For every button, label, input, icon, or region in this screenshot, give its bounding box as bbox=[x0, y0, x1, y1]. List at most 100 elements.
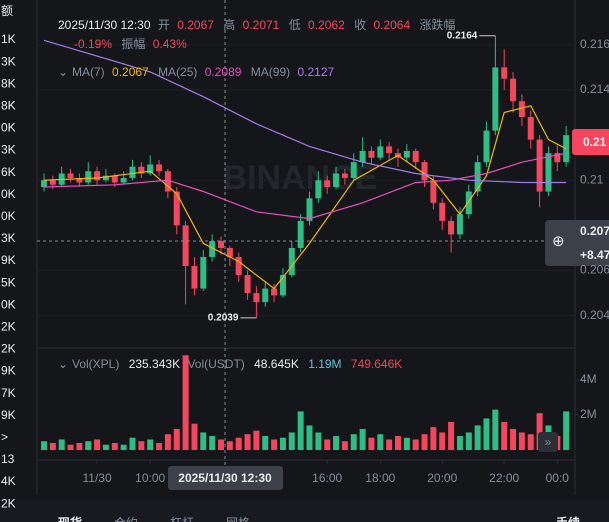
volume-bar bbox=[324, 439, 331, 450]
left-item: 0K bbox=[1, 209, 16, 223]
chevron[interactable]: ⌄ bbox=[58, 357, 68, 371]
bottom-right[interactable]: 手续 bbox=[556, 515, 580, 522]
tab[interactable]: 现货 bbox=[58, 515, 82, 522]
volume-bar bbox=[138, 441, 145, 450]
candle-body bbox=[164, 171, 171, 192]
volume-bar bbox=[164, 434, 171, 450]
volume-bar bbox=[209, 435, 216, 450]
volume-bar bbox=[421, 434, 428, 450]
tab[interactable]: 网格 bbox=[226, 515, 250, 522]
info-label: 开 bbox=[158, 18, 170, 32]
annotation: 0.2164 bbox=[447, 30, 478, 41]
y-tick-label: 0.206 bbox=[580, 263, 609, 277]
ma-value: 0.2127 bbox=[297, 65, 334, 79]
info-value: 0.2071 bbox=[243, 18, 280, 32]
volume-bar bbox=[368, 437, 375, 450]
volume-bar bbox=[333, 435, 340, 450]
y-tick-label: 0.214 bbox=[580, 82, 609, 96]
volume-bar bbox=[85, 441, 92, 450]
hover-change: +8.47 bbox=[580, 248, 609, 262]
volume-bar bbox=[439, 432, 446, 450]
volume-bar bbox=[94, 439, 101, 450]
candle-body bbox=[102, 175, 109, 181]
volume-bar bbox=[359, 428, 366, 450]
chevron[interactable]: ⌄ bbox=[58, 18, 68, 32]
candle-body bbox=[421, 162, 428, 181]
volume-bar bbox=[200, 432, 207, 450]
candle-body bbox=[448, 220, 455, 235]
candle-body bbox=[536, 139, 543, 192]
candle-body bbox=[85, 171, 92, 183]
ma-line bbox=[43, 39, 567, 184]
plus-icon[interactable]: ⊕ bbox=[552, 233, 565, 250]
candle-body bbox=[41, 180, 47, 188]
candle-body bbox=[563, 135, 570, 163]
candle-body bbox=[377, 146, 384, 158]
info-label: 收 bbox=[354, 18, 366, 32]
candle-body bbox=[209, 241, 216, 257]
left-item: 7K bbox=[1, 386, 16, 400]
left-item: 2K bbox=[1, 319, 16, 333]
ma-name: MA(99) bbox=[251, 65, 290, 79]
candle-body bbox=[386, 146, 393, 154]
volume-bar bbox=[147, 439, 154, 450]
chevron[interactable]: ⌄ bbox=[58, 65, 68, 79]
volume-bar bbox=[67, 444, 74, 450]
hover-badge[interactable] bbox=[545, 220, 609, 266]
candle-body bbox=[474, 162, 481, 192]
x-tick-label: 10:00 bbox=[135, 471, 165, 485]
volume-bar bbox=[483, 418, 490, 450]
candle-body bbox=[465, 191, 472, 215]
info-value: 0.2064 bbox=[373, 18, 410, 32]
left-item: 9K bbox=[1, 364, 16, 378]
candle-body bbox=[297, 220, 304, 248]
left-item: 3K bbox=[1, 54, 16, 68]
volume-bar bbox=[244, 434, 251, 450]
plot bbox=[37, 35, 579, 464]
volume-bar bbox=[510, 428, 517, 450]
scroll-button[interactable] bbox=[538, 432, 558, 452]
volume-bar bbox=[492, 409, 499, 450]
tab[interactable]: 杠杆 bbox=[170, 515, 194, 522]
candle-body bbox=[191, 266, 198, 289]
volume-bar bbox=[465, 432, 472, 450]
tab[interactable]: 合约 bbox=[114, 515, 138, 522]
y-tick-label: 0.204 bbox=[580, 308, 609, 322]
x-tick-label: 18:00 bbox=[365, 471, 395, 485]
scroll-icon[interactable]: » bbox=[545, 435, 552, 449]
volume-bar bbox=[253, 430, 260, 450]
x-tick-label: 20:00 bbox=[427, 471, 457, 485]
candle-body bbox=[412, 150, 419, 163]
y-tick-label: 0.21 bbox=[580, 172, 604, 186]
volume-bar bbox=[456, 435, 463, 450]
left-item: 9K bbox=[1, 253, 16, 267]
y-tick-label: 0.216 bbox=[580, 37, 609, 51]
info-label: 振幅 bbox=[121, 36, 145, 51]
volume-bar bbox=[49, 442, 56, 450]
candle-body bbox=[279, 275, 286, 296]
vol-value: 235.343K bbox=[129, 357, 180, 371]
candle-body bbox=[262, 288, 269, 303]
volume-bar bbox=[156, 442, 163, 450]
volume-bar bbox=[341, 441, 348, 450]
vol-value: 48.645K bbox=[254, 357, 299, 371]
left-item: 2K bbox=[1, 496, 16, 510]
info-time: 2025/11/30 12:30 bbox=[58, 18, 151, 32]
left-item: 3K bbox=[1, 231, 16, 245]
candle-body bbox=[253, 293, 260, 303]
left-item: 2K bbox=[1, 342, 16, 356]
candle-body bbox=[315, 180, 322, 199]
candle-body bbox=[218, 241, 224, 248]
ma-value: 0.2089 bbox=[205, 65, 242, 79]
volume-bar bbox=[430, 427, 437, 450]
candle-body bbox=[324, 180, 331, 188]
volume-bar bbox=[536, 413, 543, 450]
candle-body bbox=[271, 288, 278, 296]
vol-value: 1.19M bbox=[308, 357, 341, 371]
vol-tick-label: 4M bbox=[580, 372, 597, 386]
candle-body bbox=[200, 256, 207, 289]
info-value: 0.2062 bbox=[308, 18, 345, 32]
hover-time-box bbox=[168, 466, 283, 490]
candle-body bbox=[147, 164, 154, 174]
